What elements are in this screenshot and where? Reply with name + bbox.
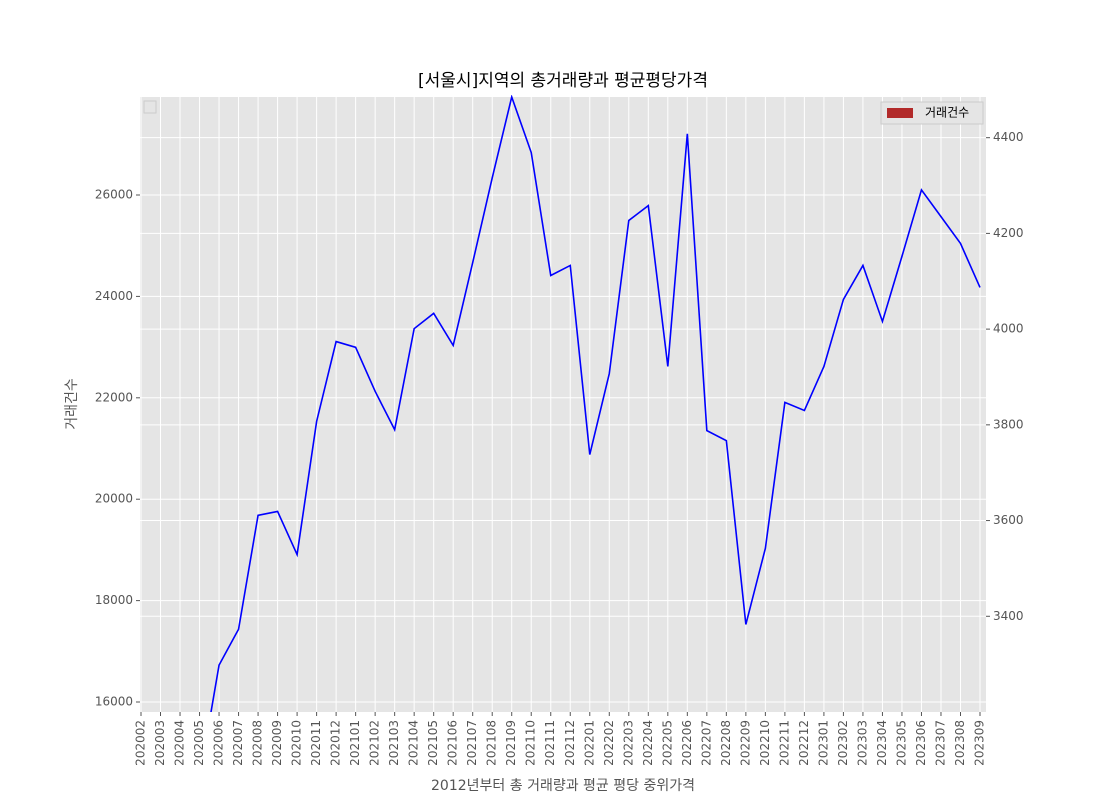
x-tick-label: 202002	[134, 720, 148, 766]
x-tick-label: 202105	[426, 720, 440, 766]
x-tick-label: 202303	[855, 720, 869, 766]
y-tick-label: 22000	[95, 390, 133, 404]
x-tick-label: 202203	[621, 720, 635, 766]
x-tick-label: 202008	[251, 720, 265, 766]
x-tick-label: 202003	[153, 720, 167, 766]
x-tick-label: 202005	[192, 720, 206, 766]
x-tick-label: 202009	[270, 720, 284, 766]
y-tick-label: 18000	[95, 593, 133, 607]
plot-area	[140, 97, 986, 712]
x-tick-label: 202007	[231, 720, 245, 766]
x-tick-label: 202108	[485, 720, 499, 766]
x-tick-label: 202106	[446, 720, 460, 766]
x-tick-label: 202301	[816, 720, 830, 766]
x-tick-label: 202110	[524, 720, 538, 766]
marks	[210, 95, 981, 712]
x-tick-label: 202011	[309, 720, 323, 766]
legend-box	[880, 101, 984, 125]
x-tick-label: 202111	[543, 720, 557, 766]
legend-label: 거래건수	[925, 106, 969, 120]
x-tick-label: 202107	[465, 720, 479, 766]
x-tick-label: 202201	[582, 720, 596, 766]
x-tick-label: 202304	[875, 720, 889, 766]
x-tick-label: 202004	[173, 720, 187, 766]
y2-tick-label: 3600	[993, 513, 1024, 527]
y-tick-label: 24000	[95, 289, 133, 303]
grid	[140, 97, 986, 712]
x-axis-label: 2012년부터 총 거래량과 평균 평당 중위가격	[431, 778, 695, 794]
y-tick-label: 20000	[95, 492, 133, 506]
x-tick-label: 202101	[348, 720, 362, 766]
x-tick-label: 202207	[699, 720, 713, 766]
line-series	[210, 95, 981, 712]
x-tick-label: 202211	[777, 720, 791, 766]
legend-swatch	[887, 108, 913, 118]
chart-title: [서울시]지역의 총거래량과 평균평당가격	[418, 71, 708, 91]
x-tick-label: 202308	[953, 720, 967, 766]
y2-tick-label: 4000	[993, 322, 1024, 336]
x-tick-label: 202209	[738, 720, 752, 766]
x-tick-label: 202206	[680, 720, 694, 766]
y2-tick-label: 4400	[993, 130, 1024, 144]
x-tick-label: 202202	[602, 720, 616, 766]
y-axis-label: 거래건수	[64, 378, 80, 430]
x-tick-label: 202212	[797, 720, 811, 766]
y2-tick-label: 3400	[993, 609, 1024, 623]
x-tick-label: 202305	[894, 720, 908, 766]
x-tick-label: 202010	[290, 720, 304, 766]
x-tick-label: 202204	[641, 720, 655, 766]
x-tick-label: 202112	[563, 720, 577, 766]
x-tick-label: 202208	[719, 720, 733, 766]
x-tick-label: 202210	[758, 720, 772, 766]
y2-tick-label: 4200	[993, 226, 1024, 240]
empty-legend	[143, 100, 157, 114]
x-tick-label: 202302	[836, 720, 850, 766]
x-tick-label: 202306	[914, 720, 928, 766]
x-tick-label: 202205	[660, 720, 674, 766]
x-tick-label: 202104	[407, 720, 421, 766]
x-tick-label: 202309	[973, 720, 987, 766]
y-tick-label: 16000	[95, 695, 133, 709]
x-tick-label: 202103	[387, 720, 401, 766]
x-tick-label: 202006	[212, 720, 226, 766]
x-tick-label: 202102	[368, 720, 382, 766]
x-tick-label: 202109	[504, 720, 518, 766]
x-tick-label: 202012	[329, 720, 343, 766]
y-tick-label: 26000	[95, 188, 133, 202]
y2-tick-label: 3800	[993, 417, 1024, 431]
x-tick-label: 202307	[933, 720, 947, 766]
